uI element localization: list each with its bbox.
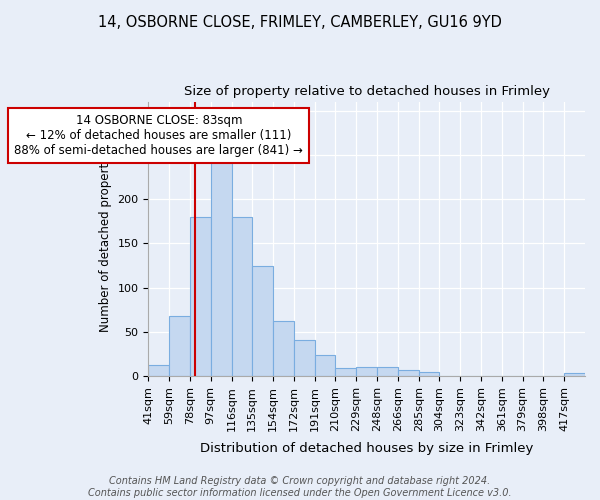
Bar [356,367,377,376]
Bar [335,368,356,376]
Bar [211,158,232,376]
Bar [377,367,398,376]
Bar [253,266,273,376]
Title: Size of property relative to detached houses in Frimley: Size of property relative to detached ho… [184,85,550,98]
Y-axis label: Number of detached properties: Number of detached properties [99,146,112,332]
Bar [232,217,253,376]
Text: 14 OSBORNE CLOSE: 83sqm
← 12% of detached houses are smaller (111)
88% of semi-d: 14 OSBORNE CLOSE: 83sqm ← 12% of detache… [14,114,303,158]
Text: 14, OSBORNE CLOSE, FRIMLEY, CAMBERLEY, GU16 9YD: 14, OSBORNE CLOSE, FRIMLEY, CAMBERLEY, G… [98,15,502,30]
Bar [564,374,585,376]
Bar [273,321,294,376]
Bar [419,372,439,376]
Bar [190,217,211,376]
Bar [398,370,419,376]
Bar [315,355,335,376]
Text: Contains HM Land Registry data © Crown copyright and database right 2024.
Contai: Contains HM Land Registry data © Crown c… [88,476,512,498]
Bar [294,340,315,376]
X-axis label: Distribution of detached houses by size in Frimley: Distribution of detached houses by size … [200,442,533,455]
Bar [148,364,169,376]
Bar [169,316,190,376]
